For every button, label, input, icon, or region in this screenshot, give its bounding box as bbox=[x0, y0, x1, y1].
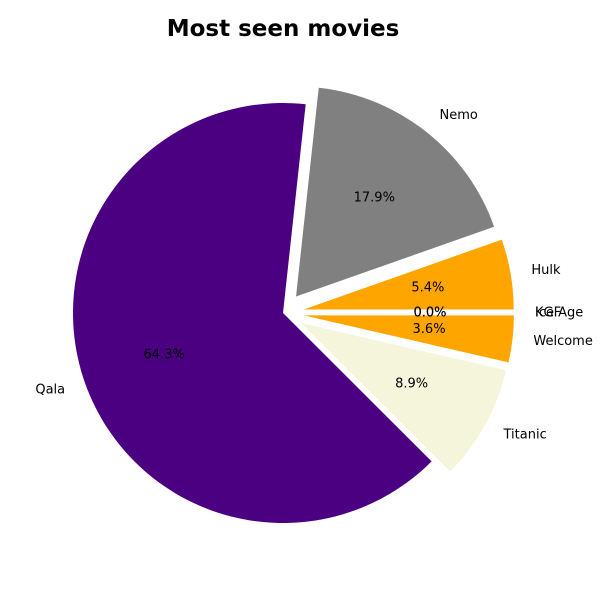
slice-label-titanic: Titanic bbox=[503, 427, 547, 442]
pie-slice-titanic bbox=[301, 323, 507, 472]
percent-label-welcome: 3.6% bbox=[413, 322, 446, 337]
percent-label-titanic: 8.9% bbox=[395, 377, 428, 392]
pie-slice-qala bbox=[73, 103, 432, 524]
percent-label-ice-age: 0.0% bbox=[413, 306, 446, 321]
chart-title: Most seen movies bbox=[167, 16, 400, 42]
percent-label-hulk: 5.4% bbox=[411, 281, 444, 296]
pie-slice-nemo bbox=[296, 87, 495, 297]
percent-label-kgf: 0.0% bbox=[413, 306, 446, 321]
slice-label-welcome: Welcome bbox=[533, 334, 592, 349]
slices-layer bbox=[73, 87, 514, 524]
slice-label-ice-age: Ice Age bbox=[535, 306, 583, 321]
slice-label-hulk: Hulk bbox=[531, 263, 561, 278]
pie-slice-welcome bbox=[303, 315, 514, 363]
slice-label-kgf: KGF bbox=[535, 306, 561, 321]
slice-label-qala: Qala bbox=[35, 382, 65, 397]
percent-label-qala: 64.3% bbox=[144, 347, 185, 362]
percent-labels-layer: 5.4%17.9%64.3%8.9%3.6%0.0%0.0% bbox=[144, 190, 447, 391]
percent-label-nemo: 17.9% bbox=[354, 190, 395, 205]
slice-label-nemo: Nemo bbox=[440, 108, 478, 123]
pie-slice-hulk bbox=[303, 239, 514, 310]
